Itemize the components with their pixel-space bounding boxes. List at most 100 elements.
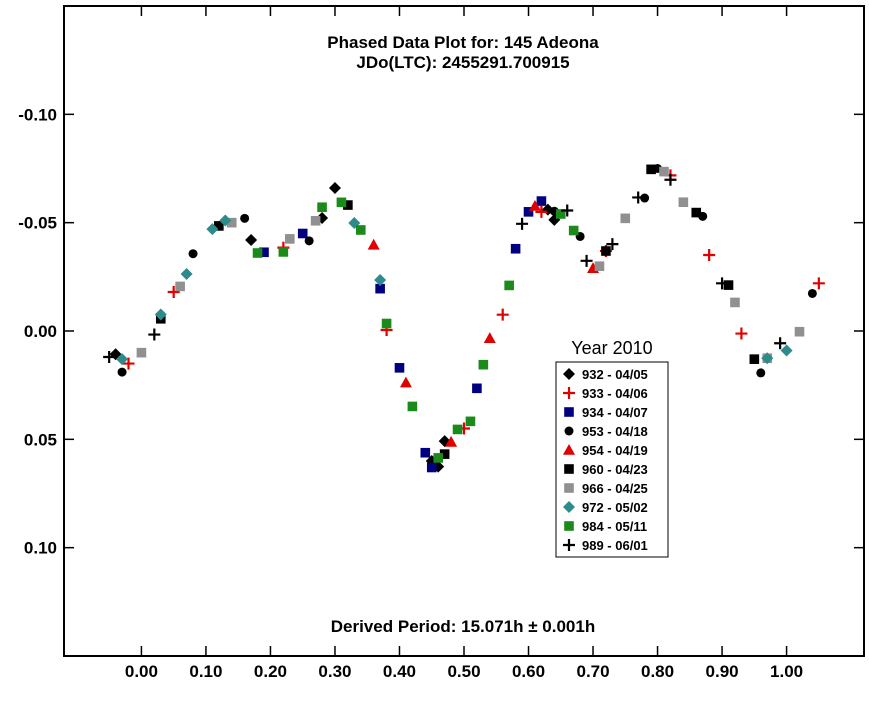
data-point-series-3: [420, 447, 431, 458]
data-point-series-6: [343, 200, 353, 210]
data-point-series-6: [214, 221, 224, 231]
data-point-series-3: [394, 363, 405, 373]
x-tick-label: 0.10: [189, 662, 222, 681]
legend-title: Year 2010: [571, 338, 652, 358]
data-point-series-4: [807, 288, 817, 298]
x-tick-label: 0.60: [512, 662, 545, 681]
data-point-series-9: [478, 359, 489, 370]
data-point-series-4: [240, 213, 250, 223]
data-point-series-9: [355, 225, 366, 235]
data-point-series-10: [561, 204, 574, 217]
data-point-series-9: [407, 401, 418, 412]
y-tick-label: 0.00: [24, 322, 57, 341]
data-point-series-7: [794, 326, 805, 337]
legend-entry-label: 953 - 04/18: [582, 424, 648, 439]
data-point-series-7: [136, 347, 147, 358]
data-point-series-9: [381, 318, 392, 329]
data-point-series-7: [659, 166, 669, 177]
data-point-series-4: [756, 368, 766, 378]
legend-entry-label: 933 - 04/06: [582, 386, 648, 401]
data-point-series-9: [317, 202, 327, 213]
x-tick-label: 0.90: [706, 662, 739, 681]
data-point-series-6: [723, 280, 734, 290]
y-tick-label: -0.05: [18, 214, 57, 233]
y-tick-label: 0.05: [24, 430, 57, 449]
legend: Year 2010 932 - 04/05 933 - 04/06 934 - 04…: [555, 338, 669, 558]
data-point-series-7: [310, 215, 321, 226]
data-point-series-6: [691, 207, 702, 218]
data-point-series-4: [304, 236, 314, 246]
data-point-series-10: [664, 173, 677, 186]
data-point-series-9: [336, 197, 347, 208]
data-point-series-9: [278, 247, 289, 257]
data-point-series-3: [536, 196, 547, 206]
data-point-series-7: [285, 234, 295, 244]
data-point-series-6: [601, 246, 611, 256]
data-point-series-4: [117, 367, 127, 377]
data-point-series-10: [632, 191, 645, 204]
legend-entry-label: 972 - 05/02: [582, 500, 648, 515]
data-point-series-2: [735, 327, 748, 340]
data-point-series-10: [606, 238, 619, 251]
data-point-series-9: [555, 209, 566, 219]
x-tick-label: 0.70: [576, 662, 609, 681]
data-point-series-3: [259, 247, 269, 258]
data-point-series-7: [594, 261, 605, 271]
data-point-series-1: [328, 182, 341, 194]
data-points: [103, 164, 825, 473]
data-point-series-3: [426, 462, 437, 473]
data-point-series-2: [167, 286, 180, 298]
y-tick-label: 0.10: [24, 539, 57, 558]
data-point-series-8: [116, 353, 129, 366]
data-point-series-9: [433, 453, 443, 463]
x-tick-label: 1.00: [770, 662, 803, 681]
chart-title: Phased Data Plot for: 145 Adeona: [327, 33, 599, 52]
data-point-series-8: [374, 273, 387, 286]
legend-entry-label: 989 - 06/01: [582, 538, 648, 553]
data-point-series-3: [510, 243, 521, 254]
data-point-series-10: [148, 328, 161, 341]
data-point-series-8: [206, 223, 219, 236]
legend-entry-label: 932 - 04/05: [582, 367, 648, 382]
data-point-series-5: [445, 435, 458, 447]
data-point-series-3: [523, 207, 534, 217]
data-point-series-8: [761, 352, 774, 365]
legend-box: [555, 361, 669, 558]
legend-entry-label: 960 - 04/23: [582, 462, 648, 477]
legend-entry-label: 984 - 05/11: [582, 519, 647, 534]
x-tick-label: 0.30: [318, 662, 351, 681]
legend-marker: [564, 464, 574, 474]
data-point-series-4: [188, 249, 198, 259]
data-point-series-9: [452, 424, 463, 435]
x-tick-label: 0.40: [383, 662, 416, 681]
data-point-series-6: [439, 449, 450, 459]
data-point-series-3: [375, 283, 385, 294]
x-tick-label: 0.50: [447, 662, 480, 681]
data-point-series-8: [154, 308, 167, 321]
data-point-series-5: [483, 332, 496, 343]
x-tick-label: 0.20: [254, 662, 287, 681]
legend-marker: [563, 387, 575, 399]
data-point-series-3: [297, 228, 308, 239]
legend-marker: [563, 444, 575, 455]
legend-entry-label: 966 - 04/25: [582, 481, 648, 496]
legend-entry-label: 934 - 04/07: [582, 405, 648, 420]
data-point-series-3: [472, 383, 482, 394]
y-tick-label: -0.10: [18, 105, 57, 124]
plot-frame: [63, 5, 865, 657]
data-point-series-1: [245, 234, 258, 246]
data-point-series-9: [252, 248, 263, 258]
data-point-series-9: [465, 416, 476, 427]
data-point-series-2: [703, 248, 716, 261]
data-point-series-7: [620, 213, 631, 224]
data-point-series-10: [103, 351, 116, 363]
data-point-series-9: [568, 225, 579, 236]
legend-marker: [563, 539, 575, 551]
data-point-series-7: [678, 197, 689, 208]
data-point-series-9: [504, 280, 514, 291]
legend-marker: [564, 426, 574, 436]
legend-entry-label: 954 - 04/19: [582, 443, 648, 458]
data-point-series-5: [399, 376, 412, 388]
